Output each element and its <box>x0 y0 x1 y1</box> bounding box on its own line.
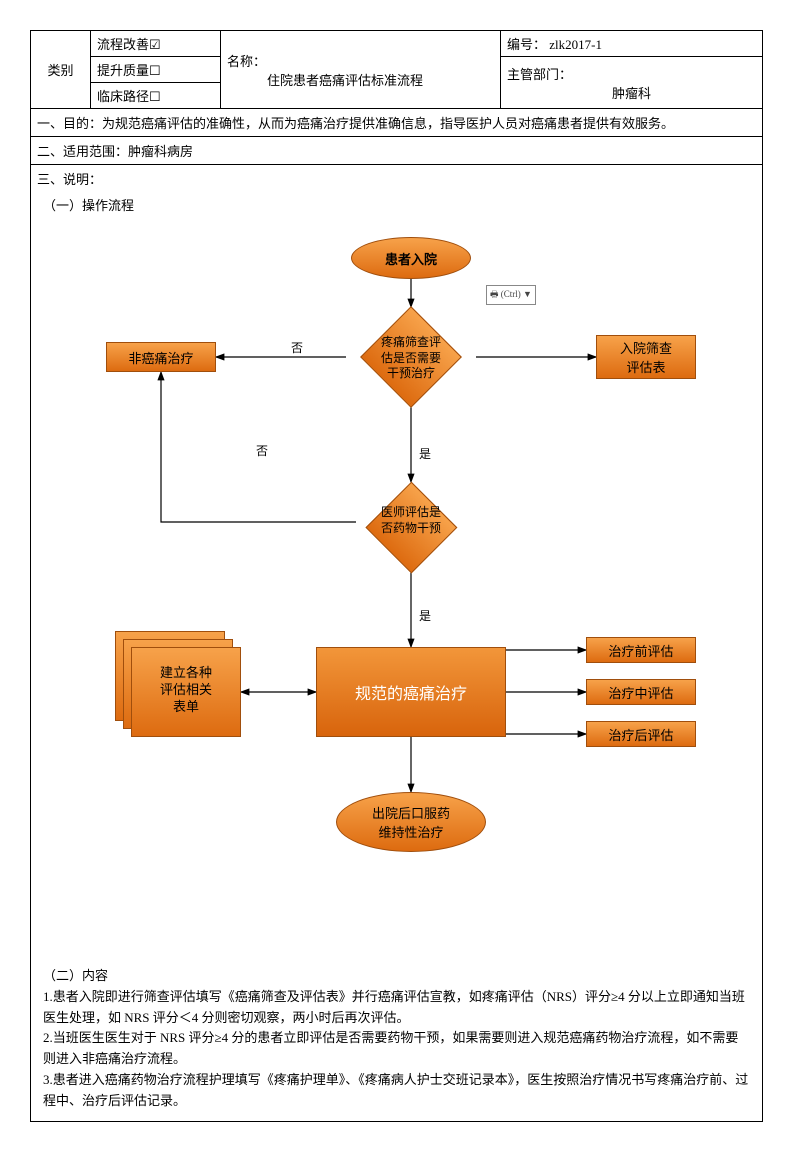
content-p2: 2.当班医生医生对于 NRS 评分≥4 分的患者立即评估是否需要药物干预，如果需… <box>43 1028 750 1070</box>
label-yes1: 是 <box>419 445 431 462</box>
dept-label: 主管部门： <box>507 67 572 82</box>
node-doc_stack: 建立各种评估相关表单 <box>131 647 241 737</box>
node-non_cancer: 非癌痛治疗 <box>106 342 216 372</box>
dept-cell: 主管部门： 肿瘤科 <box>501 57 763 109</box>
ctrl-hint: 🖶 (Ctrl) ▼ <box>486 285 536 305</box>
category-opt3: 临床路径☐ <box>91 83 221 109</box>
content-title: （二）内容 <box>43 966 750 987</box>
process-title: （一）操作流程 <box>31 192 763 217</box>
dept-value: 肿瘤科 <box>507 83 756 102</box>
content-p3: 3.患者进入癌痛药物治疗流程护理填写《疼痛护理单》、《疼痛病人护士交班记录本》，… <box>43 1070 750 1112</box>
category-label: 类别 <box>31 31 91 109</box>
name-value: 住院患者癌痛评估标准流程 <box>227 70 423 89</box>
category-opt1: 流程改善☑ <box>91 31 221 57</box>
node-decision1: 疼痛筛查评估是否需要干预治疗 <box>346 307 476 407</box>
label-no2: 否 <box>256 442 268 459</box>
name-label: 名称： <box>227 54 266 69</box>
content-section: （二）内容 1.患者入院即进行筛查评估填写《癌痛筛查及评估表》并行癌痛评估宣教，… <box>37 960 756 1118</box>
scope: 二、适用范围：肿瘤科病房 <box>31 137 763 165</box>
flowchart: 患者入院疼痛筛查评估是否需要干预治疗 非癌痛治疗 入院筛查评估表医师评估是否药物干预… <box>41 227 752 947</box>
number-label: 编号： <box>507 37 546 52</box>
node-standard: 规范的癌痛治疗 <box>316 647 506 737</box>
node-decision2: 医师评估是否药物干预 <box>351 482 471 572</box>
number-cell: 编号： zlk2017-1 <box>501 31 763 57</box>
node-discharge: 出院后口服药维持性治疗 <box>336 792 486 852</box>
category-opt2: 提升质量☐ <box>91 57 221 83</box>
document-table: 类别 流程改善☑ 名称： 住院患者癌痛评估标准流程 编号： zlk2017-1 … <box>30 30 763 1122</box>
node-eval_before: 治疗前评估 <box>586 637 696 663</box>
node-screen_form: 入院筛查评估表 <box>596 335 696 379</box>
content-p1: 1.患者入院即进行筛查评估填写《癌痛筛查及评估表》并行癌痛评估宣教，如疼痛评估（… <box>43 987 750 1029</box>
node-start: 患者入院 <box>351 237 471 279</box>
number-value: zlk2017-1 <box>549 37 602 52</box>
name-cell: 名称： 住院患者癌痛评估标准流程 <box>221 31 501 109</box>
label-no1: 否 <box>291 339 303 356</box>
node-eval_during: 治疗中评估 <box>586 679 696 705</box>
node-eval_after: 治疗后评估 <box>586 721 696 747</box>
explain: 三、说明： <box>31 165 763 193</box>
purpose: 一、目的：为规范癌痛评估的准确性，从而为癌痛治疗提供准确信息，指导医护人员对癌痛… <box>31 109 763 137</box>
label-yes2: 是 <box>419 607 431 624</box>
